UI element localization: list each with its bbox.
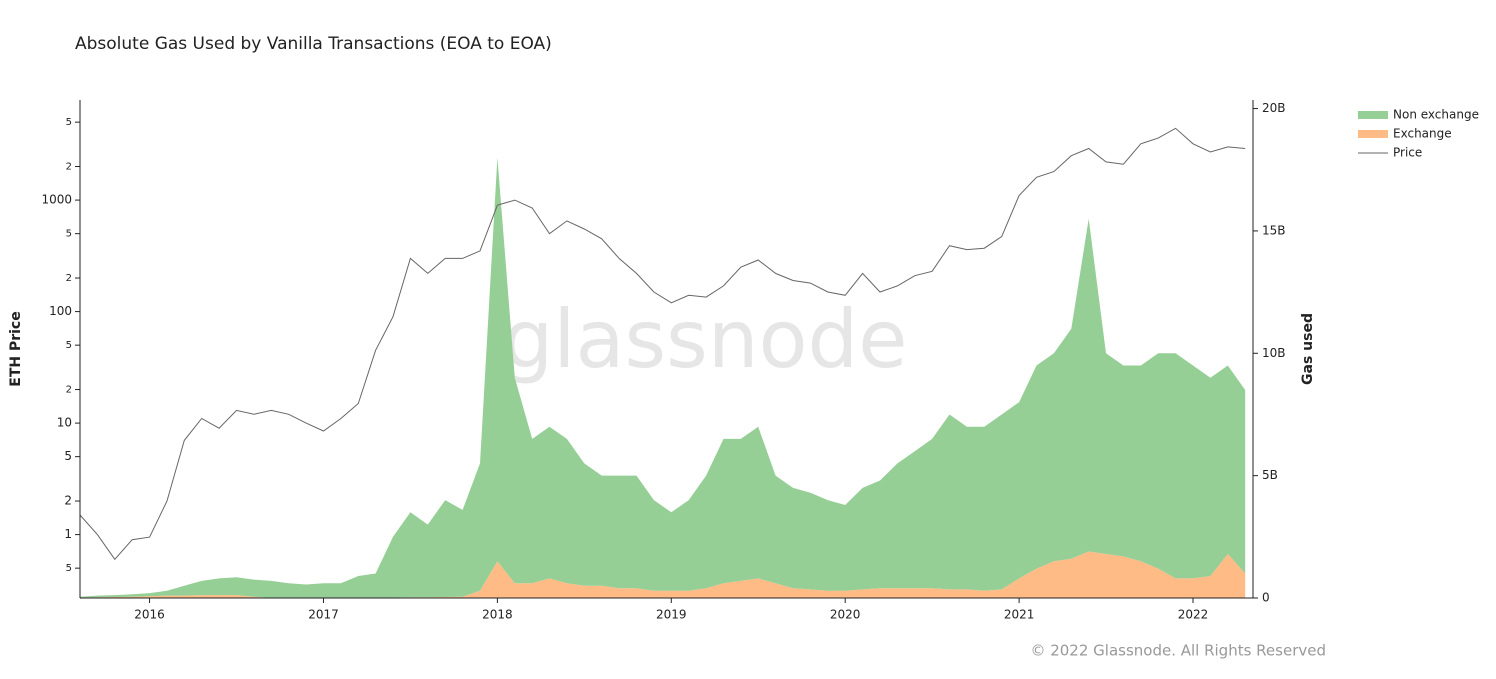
legend-label: Exchange xyxy=(1393,127,1452,141)
y2-tick-label: 15B xyxy=(1262,223,1286,237)
legend-label: Price xyxy=(1393,146,1422,160)
y-tick-label: 1000 xyxy=(41,193,72,207)
y-tick-label: 5 xyxy=(66,117,72,128)
y-tick-label: 5 xyxy=(64,449,72,463)
y-tick-label: 2 xyxy=(66,273,72,284)
x-tick-label: 2019 xyxy=(656,608,687,622)
y-tick-label: 2 xyxy=(66,162,72,173)
copyright: © 2022 Glassnode. All Rights Reserved xyxy=(1030,642,1326,660)
y-tick-label: 100 xyxy=(49,304,72,318)
price-line xyxy=(79,127,1246,561)
x-tick-label: 2018 xyxy=(482,608,513,622)
x-tick-label: 2017 xyxy=(308,608,339,622)
legend-swatch xyxy=(1358,111,1388,119)
plot-area xyxy=(79,127,1246,598)
legend-swatch xyxy=(1358,130,1388,138)
area xyxy=(80,551,1246,598)
y-tick-label: 1 xyxy=(64,527,72,541)
watermark: glassnode xyxy=(502,293,907,386)
chart-title: Absolute Gas Used by Vanilla Transaction… xyxy=(75,34,552,54)
x-tick-label: 2016 xyxy=(134,608,165,622)
y2-axis-label: Gas used xyxy=(1300,313,1316,385)
x-tick-label: 2022 xyxy=(1178,608,1209,622)
area xyxy=(80,157,1246,598)
y-tick-label: 10 xyxy=(57,416,72,430)
y2-tick-label: 0 xyxy=(1262,591,1270,605)
y-tick-label: 2 xyxy=(64,494,72,508)
y2-tick-label: 5B xyxy=(1262,468,1278,482)
legend-label: Non exchange xyxy=(1393,108,1479,122)
y-tick-label: 5 xyxy=(66,340,72,351)
y-tick-label: 5 xyxy=(66,229,72,240)
y2-tick-label: 10B xyxy=(1262,346,1286,360)
x-tick-label: 2021 xyxy=(1004,608,1035,622)
y2-tick-label: 20B xyxy=(1262,101,1286,115)
x-tick-label: 2020 xyxy=(830,608,861,622)
y-tick-label: 5 xyxy=(66,563,72,574)
y-tick-label: 2 xyxy=(66,385,72,396)
y-axis-label: ETH Price xyxy=(8,311,24,386)
